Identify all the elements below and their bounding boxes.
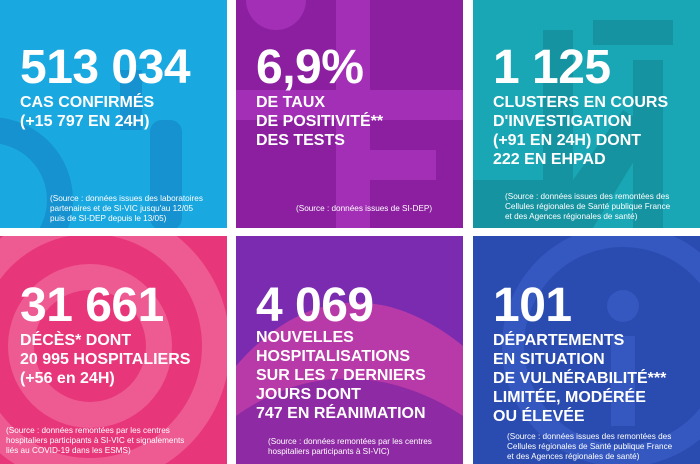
positivity-rate-value: 6,9%: [256, 41, 364, 94]
clusters-label: CLUSTERS EN COURS D'INVESTIGATION (+91 E…: [493, 94, 669, 168]
tile-background: [473, 236, 700, 464]
tile-background: [236, 236, 463, 464]
confirmed-cases-value: 513 034: [20, 41, 191, 94]
deaths-source: (Source : données remontées par les cent…: [6, 426, 185, 455]
tile-background: [0, 0, 227, 228]
tile-confirmed-cases: 513 034 CAS CONFIRMÉS (+15 797 EN 24H) (…: [0, 0, 227, 228]
clusters-value: 1 125: [493, 41, 611, 94]
departments-value: 101: [493, 279, 572, 332]
tile-background: [473, 0, 700, 228]
hospitalisations-label: NOUVELLES HOSPITALISATIONS SUR LES 7 DER…: [256, 329, 426, 422]
clusters-source: (Source : données issues des remontées d…: [505, 192, 671, 221]
tile-positivity-rate: 6,9% DE TAUX DE POSITIVITÉ** DES TESTS (…: [236, 0, 463, 228]
hospitalisations-source: (Source : données remontées par les cent…: [268, 437, 432, 456]
tile-deaths: 31 661 DÉCÈS* DONT 20 995 HOSPITALIERS (…: [0, 236, 227, 464]
deaths-label: DÉCÈS* DONT 20 995 HOSPITALIERS (+56 en …: [20, 332, 191, 387]
tile-background: [0, 236, 227, 464]
departments-source: (Source : données issues des remontées d…: [507, 432, 673, 461]
hospitalisations-value: 4 069: [256, 279, 374, 332]
positivity-rate-source: (Source : données issues de SI-DEP): [296, 204, 433, 213]
deaths-value: 31 661: [20, 279, 164, 332]
confirmed-cases-label: CAS CONFIRMÉS (+15 797 EN 24H): [20, 94, 155, 130]
positivity-rate-label: DE TAUX DE POSITIVITÉ** DES TESTS: [256, 94, 384, 149]
departments-label: DÉPARTEMENTS EN SITUATION DE VULNÉRABILI…: [493, 332, 667, 425]
tile-background: [236, 0, 463, 228]
confirmed-cases-source: (Source : données issues des laboratoire…: [50, 194, 203, 223]
tile-departments: 101 DÉPARTEMENTS EN SITUATION DE VULNÉRA…: [473, 236, 700, 464]
tile-hospitalisations: 4 069 NOUVELLES HOSPITALISATIONS SUR LES…: [236, 236, 463, 464]
tile-clusters: 1 125 CLUSTERS EN COURS D'INVESTIGATION …: [473, 0, 700, 228]
